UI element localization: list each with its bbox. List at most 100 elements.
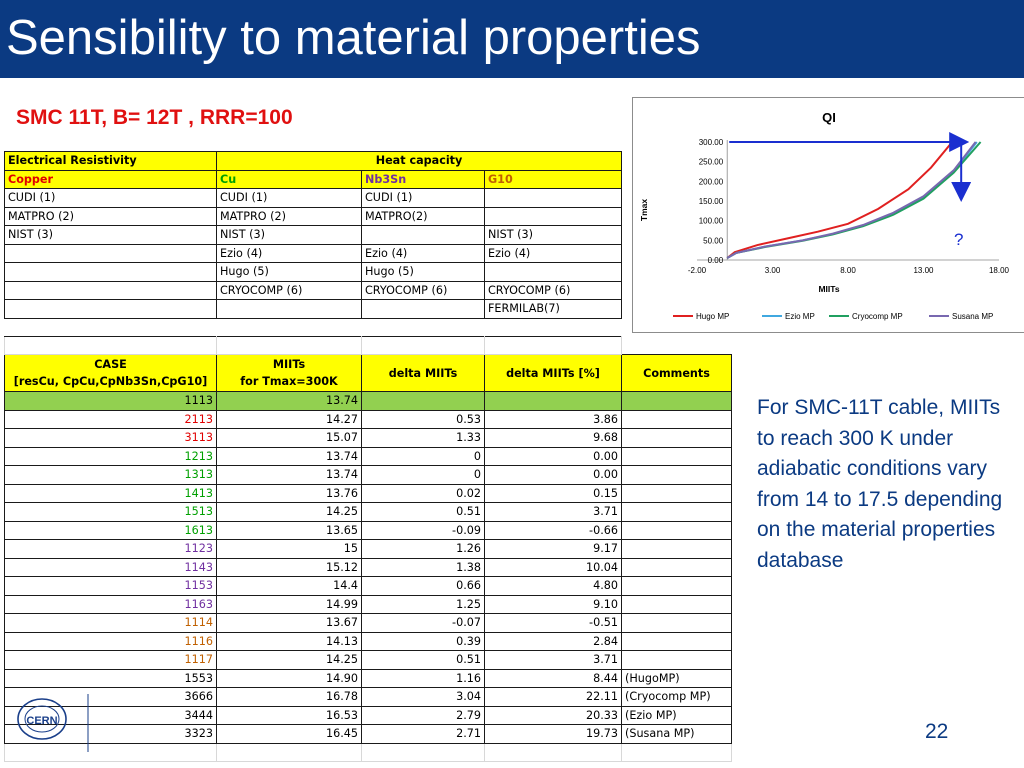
case-id-cell: 1213 bbox=[4, 446, 217, 466]
comment-cell: (Cryocomp MP) bbox=[621, 687, 732, 707]
case-id-cell: 2113 bbox=[4, 409, 217, 429]
materials-cell bbox=[216, 299, 362, 319]
chart-xlabel: MIITs bbox=[818, 284, 839, 294]
comment-cell bbox=[621, 483, 732, 503]
case-row: 1553 14.90 1.16 8.44 (HugoMP) bbox=[4, 668, 732, 688]
case-id-cell: 1313 bbox=[4, 465, 217, 485]
note-text: For SMC-11T cable, MIITs to reach 300 K … bbox=[757, 396, 1003, 572]
materials-cell: NIST (3) bbox=[483, 225, 623, 245]
comment-cell bbox=[621, 520, 732, 540]
comment-cell bbox=[621, 613, 732, 633]
delta-cell: 0.02 bbox=[361, 483, 485, 503]
materials-row: NIST (3) NIST (3) NIST (3) bbox=[4, 225, 623, 245]
delta-cell: 0.66 bbox=[361, 576, 485, 596]
materials-cell bbox=[4, 262, 217, 282]
heat-capacity-header: Heat capacity bbox=[215, 151, 623, 171]
x-tick-label: 18.00 bbox=[989, 266, 1010, 275]
materials-cell bbox=[4, 280, 217, 300]
materials-columns-row: Copper Cu Nb3Sn G10 bbox=[4, 169, 623, 189]
chart-lines bbox=[726, 141, 982, 259]
delta-miits-header: delta MIITs bbox=[361, 354, 485, 392]
case-row: 2113 14.27 0.53 3.86 bbox=[4, 409, 732, 429]
delta-miits-pct-header: delta MIITs [%] bbox=[484, 354, 622, 392]
chart-axes: 0.00 50.00 100.00 150.00 200.00 250.00 300.00 -… bbox=[688, 138, 1010, 275]
delta-cell bbox=[361, 391, 485, 411]
delta-pct-cell: -0.51 bbox=[484, 613, 622, 633]
delta-cell: 1.16 bbox=[361, 668, 485, 688]
case-row: 1313 13.74 0 0.00 bbox=[4, 465, 732, 485]
miits-cell: 14.27 bbox=[216, 409, 362, 429]
delta-pct-cell: 0.00 bbox=[484, 446, 622, 466]
delta-cell: 1.25 bbox=[361, 594, 485, 614]
miits-cell: 13.65 bbox=[216, 520, 362, 540]
materials-cell: MATPRO (2) bbox=[216, 206, 362, 226]
legend-label: Susana MP bbox=[952, 312, 993, 321]
delta-pct-cell: 2.84 bbox=[484, 631, 622, 651]
case-id-cell: 1116 bbox=[4, 631, 217, 651]
case-row: 1117 14.25 0.51 3.71 bbox=[4, 650, 732, 670]
case-row: 3113 15.07 1.33 9.68 bbox=[4, 428, 732, 448]
case-row: 1116 14.13 0.39 2.84 bbox=[4, 631, 732, 651]
case-header-line2: [resCu, CpCu,CpNb3Sn,CpG10] bbox=[13, 375, 208, 388]
delta-pct-cell: 0.15 bbox=[484, 483, 622, 503]
y-tick-label: 200.00 bbox=[699, 177, 724, 186]
materials-cell: NIST (3) bbox=[216, 225, 362, 245]
case-id-cell: 1117 bbox=[4, 650, 217, 670]
empty-trailing-row bbox=[4, 742, 732, 762]
materials-cell: CRYOCOMP (6) bbox=[483, 280, 623, 300]
case-row: 1163 14.99 1.25 9.10 bbox=[4, 594, 732, 614]
miits-cell: 14.4 bbox=[216, 576, 362, 596]
case-row: 3666 16.78 3.04 22.11 (Cryocomp MP) bbox=[4, 687, 732, 707]
series-line-cryocomp-mp bbox=[726, 141, 982, 259]
chart-title: QI bbox=[822, 110, 836, 125]
materials-cell: MATPRO (2) bbox=[4, 206, 217, 226]
cern-logo: CERN bbox=[12, 686, 97, 761]
materials-cell: Ezio (4) bbox=[361, 243, 485, 263]
case-id-cell: 1413 bbox=[4, 483, 217, 503]
delta-cell: 0.39 bbox=[361, 631, 485, 651]
chart-ylabel: Tmax bbox=[639, 199, 649, 221]
comment-cell bbox=[621, 428, 732, 448]
miits-cell: 13.74 bbox=[216, 446, 362, 466]
case-row: 3323 16.45 2.71 19.73 (Susana MP) bbox=[4, 724, 732, 744]
delta-pct-cell: 9.17 bbox=[484, 539, 622, 559]
comment-cell bbox=[621, 391, 732, 411]
cern-logo-svg: CERN bbox=[17, 694, 89, 752]
materials-row: CRYOCOMP (6) CRYOCOMP (6) CRYOCOMP (6) bbox=[4, 280, 623, 300]
case-header: CASE [resCu, CpCu,CpNb3Sn,CpG10] bbox=[4, 354, 217, 392]
comment-cell: (HugoMP) bbox=[621, 668, 732, 688]
materials-cell bbox=[361, 299, 485, 319]
miits-header-line1: MIITs bbox=[272, 358, 306, 371]
case-id-cell: 1613 bbox=[4, 520, 217, 540]
case-id-cell: 1143 bbox=[4, 557, 217, 577]
case-id-cell: 1553 bbox=[4, 668, 217, 688]
miits-cell: 13.76 bbox=[216, 483, 362, 503]
delta-pct-cell: 0.00 bbox=[484, 465, 622, 485]
materials-cell bbox=[483, 188, 623, 208]
delta-cell: 1.33 bbox=[361, 428, 485, 448]
delta-cell: 3.04 bbox=[361, 687, 485, 707]
materials-cell: CUDI (1) bbox=[216, 188, 362, 208]
delta-cell: -0.07 bbox=[361, 613, 485, 633]
delta-pct-cell: 3.71 bbox=[484, 502, 622, 522]
materials-cell: Ezio (4) bbox=[483, 243, 623, 263]
column-nb3sn: Nb3Sn bbox=[361, 169, 485, 189]
materials-cell: Ezio (4) bbox=[216, 243, 362, 263]
materials-table: Electrical Resistivity Heat capacity Cop… bbox=[4, 151, 623, 319]
delta-pct-cell: 9.10 bbox=[484, 594, 622, 614]
materials-cell: FERMILAB(7) bbox=[483, 299, 623, 319]
y-tick-label: 300.00 bbox=[699, 138, 724, 147]
materials-row: FERMILAB(7) bbox=[4, 299, 623, 319]
comment-cell: (Susana MP) bbox=[621, 724, 732, 744]
delta-pct-cell bbox=[484, 391, 622, 411]
case-row: 1213 13.74 0 0.00 bbox=[4, 446, 732, 466]
cases-header-row: CASE [resCu, CpCu,CpNb3Sn,CpG10] MIITs f… bbox=[4, 354, 732, 392]
delta-pct-cell: 19.73 bbox=[484, 724, 622, 744]
case-header-line1: CASE bbox=[94, 358, 127, 371]
comment-cell bbox=[621, 465, 732, 485]
column-copper: Copper bbox=[4, 169, 217, 189]
x-tick-label: 3.00 bbox=[765, 266, 781, 275]
comment-cell bbox=[621, 650, 732, 670]
miits-cell: 15.07 bbox=[216, 428, 362, 448]
cern-logo-text: CERN bbox=[26, 715, 57, 727]
